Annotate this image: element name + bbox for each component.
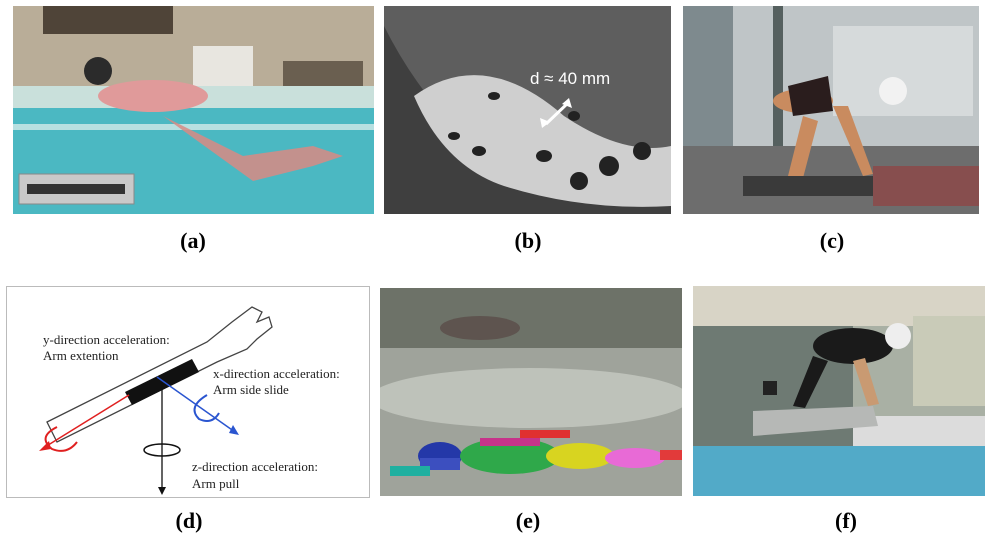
arm-side-slide-label: Arm side slide <box>213 382 289 397</box>
caption-b: (b) <box>514 228 542 253</box>
arm-pull-label: Arm pull <box>192 476 240 491</box>
panel-a-swimmer-photo <box>13 6 374 214</box>
caption-a: (a) <box>180 228 206 253</box>
panel-b-marker-closeup: d ≈ 40 mm <box>384 6 671 214</box>
x-direction-label: x-direction acceleration: <box>213 366 340 381</box>
arm-extension-label: Arm extention <box>43 348 119 363</box>
y-direction-label: y-direction acceleration: <box>43 332 170 347</box>
caption-f: (f) <box>835 508 857 533</box>
z-direction-label: z-direction acceleration: <box>192 459 318 474</box>
panel-d-acceleration-diagram: y-direction acceleration: Arm extention … <box>6 286 370 498</box>
caption-c: (c) <box>819 228 845 253</box>
panel-c-start-block-photo <box>683 6 979 214</box>
measurement-label: d ≈ 40 mm <box>530 69 610 88</box>
panel-f-block-start-photo <box>693 286 985 496</box>
panel-e-body-model-render <box>380 288 682 496</box>
caption-d: (d) <box>175 508 203 533</box>
caption-e: (e) <box>515 508 541 533</box>
